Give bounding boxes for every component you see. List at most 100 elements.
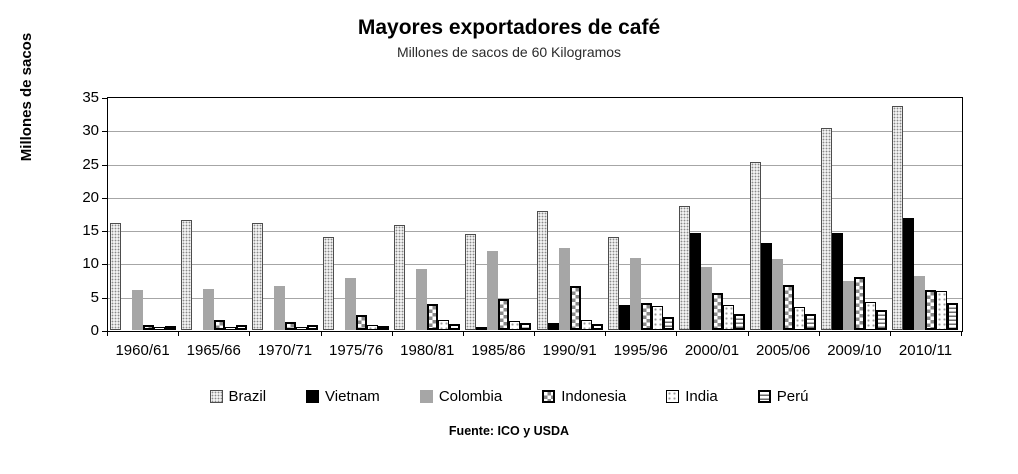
bar-group-1990-91	[534, 97, 605, 330]
bar-brazil-2005-06	[750, 162, 762, 330]
x-tick-label: 1965/66	[186, 342, 241, 359]
bar-brazil-1965-66	[180, 219, 192, 330]
bar-brazil-2010-11	[892, 105, 904, 330]
bar-peru-1965-66	[235, 325, 247, 330]
gridline	[108, 231, 962, 233]
bar-colombia-1965-66	[202, 289, 214, 330]
x-axis-tick	[605, 331, 607, 336]
bar-vietnam-2009-10	[832, 232, 844, 330]
bar-colombia-2000-01	[700, 266, 712, 330]
legend-item-indonesia: Indonesia	[542, 388, 626, 405]
bar-brazil-2000-01	[678, 206, 690, 330]
gridline	[108, 197, 962, 199]
x-tick-label: 1985/86	[471, 342, 526, 359]
bar-group-1970-71	[249, 97, 320, 330]
bar-colombia-1995-96	[629, 258, 641, 330]
bar-peru-1975-76	[378, 326, 390, 330]
bar-peru-2005-06	[805, 314, 817, 330]
bar-group-2000-01	[676, 97, 747, 330]
bar-india-1965-66	[224, 327, 236, 330]
bar-peru-1970-71	[306, 325, 318, 330]
legend-label: Perú	[776, 388, 809, 405]
gridline	[108, 164, 962, 166]
bar-vietnam-2005-06	[761, 242, 773, 330]
y-tick-label: 25	[82, 155, 99, 173]
y-axis-tick	[102, 264, 107, 266]
bar-group-1995-96	[605, 97, 676, 330]
x-axis-labels: 1960/61 1965/66 1970/71 1975/76 1980/81 1985/…	[107, 342, 961, 359]
bar-group-2009-10	[819, 97, 890, 330]
y-tick-label: 0	[90, 322, 99, 339]
bar-peru-1995-96	[662, 317, 674, 330]
x-tick-label: 1980/81	[400, 342, 455, 359]
x-axis-tick	[320, 331, 322, 336]
x-tick-label: 2000/01	[684, 342, 740, 359]
bar-india-1960-61	[153, 327, 165, 330]
legend-swatch-indonesia	[542, 390, 556, 403]
x-axis-tick	[462, 331, 464, 336]
bar-peru-1990-91	[591, 324, 603, 330]
y-axis-tick	[102, 98, 107, 99]
bar-vietnam-2000-01	[689, 232, 701, 330]
x-axis-tick	[818, 331, 820, 336]
x-axis-tick	[534, 331, 535, 336]
bar-brazil-2009-10	[821, 128, 833, 330]
y-axis-tick	[102, 164, 107, 166]
x-axis-tick	[676, 331, 678, 336]
x-tick-label: 1970/71	[257, 342, 313, 359]
x-axis-tick	[961, 331, 962, 336]
legend: Brazil Vietnam Colombia Indonesia India Perú	[0, 388, 1018, 405]
bar-colombia-1970-71	[273, 286, 285, 330]
bar-brazil-1980-81	[394, 224, 406, 330]
bar-colombia-1985-86	[487, 250, 499, 330]
bar-brazil-1995-96	[607, 236, 619, 330]
chart-subtitle: Millones de sacos de 60 Kilogramos	[396, 44, 622, 60]
source-note: Fuente: ICO y USDA	[448, 424, 570, 438]
bar-india-1995-96	[651, 306, 663, 330]
gridline	[108, 264, 962, 266]
bar-indonesia-2009-10	[854, 276, 866, 330]
legend-label: Indonesia	[561, 388, 627, 405]
bar-india-2000-01	[722, 304, 734, 330]
y-axis-tick	[102, 297, 107, 299]
bar-indonesia-1975-76	[356, 315, 368, 330]
bar-brazil-1985-86	[465, 234, 477, 330]
y-tick-label: 35	[82, 89, 99, 106]
bar-india-2010-11	[936, 290, 948, 330]
bar-indonesia-1960-61	[142, 325, 154, 330]
gridline	[108, 297, 962, 299]
y-tick-label: 30	[82, 122, 99, 140]
bar-vietnam-1985-86	[476, 327, 488, 330]
bar-india-1985-86	[509, 321, 521, 330]
bar-group-2005-06	[748, 97, 819, 330]
bar-colombia-1990-91	[558, 248, 570, 330]
legend-item-colombia: Colombia	[419, 388, 502, 405]
bar-colombia-1980-81	[416, 269, 428, 330]
bar-indonesia-2010-11	[925, 290, 937, 330]
bar-india-1970-71	[295, 327, 307, 330]
bar-india-2005-06	[794, 307, 806, 330]
bar-vietnam-2010-11	[903, 217, 915, 330]
x-tick-label: 2005/06	[756, 342, 811, 359]
y-tick-label: 10	[82, 255, 99, 273]
y-axis-tick	[102, 231, 107, 233]
bar-peru-2009-10	[876, 310, 888, 330]
legend-item-brazil: Brazil	[209, 388, 267, 405]
bar-india-1975-76	[367, 325, 379, 330]
y-axis-tick	[102, 197, 107, 199]
bar-group-1975-76	[321, 97, 392, 330]
x-tick-label: 1960/61	[115, 342, 170, 359]
bar-colombia-1975-76	[345, 278, 357, 330]
bar-peru-2000-01	[733, 314, 745, 330]
y-tick-label: 5	[90, 288, 99, 306]
legend-swatch-colombia	[419, 390, 433, 403]
bar-colombia-2005-06	[772, 258, 784, 330]
x-axis-tick	[747, 331, 749, 336]
legend-label: Brazil	[228, 388, 267, 405]
bar-peru-1985-86	[520, 322, 532, 330]
bar-brazil-1970-71	[251, 222, 263, 330]
legend-item-vietnam: Vietnam	[306, 388, 380, 405]
bar-indonesia-1990-91	[569, 286, 581, 330]
y-axis-label: Millones de sacos	[18, 32, 35, 162]
x-tick-label: 1975/76	[328, 342, 384, 359]
